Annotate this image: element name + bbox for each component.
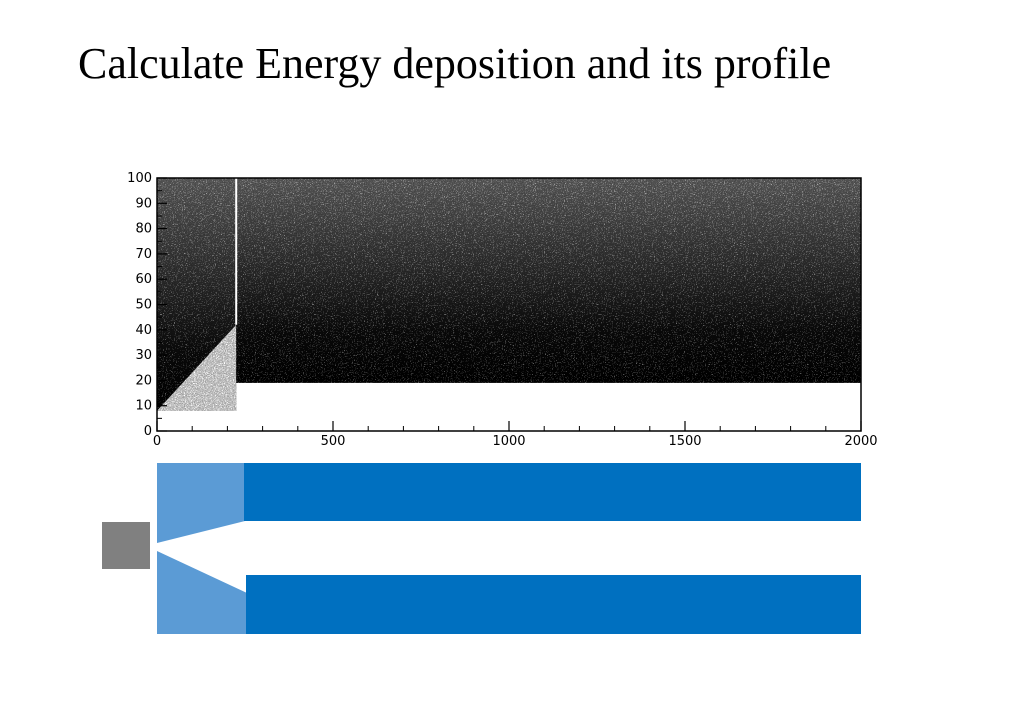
y-tick-label: 80 xyxy=(135,222,152,237)
source-box xyxy=(102,522,150,569)
y-tick-label: 50 xyxy=(135,298,152,313)
x-tick-label: 0 xyxy=(153,434,161,449)
x-tick-label: 1000 xyxy=(492,434,525,449)
y-tick-label: 30 xyxy=(135,348,152,363)
slide-title: Calculate Energy deposition and its prof… xyxy=(78,39,832,88)
channel-lower-wall xyxy=(246,575,861,634)
y-tick-label: 10 xyxy=(135,399,152,414)
y-tick-label: 0 xyxy=(144,424,152,439)
y-tick-label: 100 xyxy=(127,171,152,186)
x-tick-label: 1500 xyxy=(668,434,701,449)
cone-upper xyxy=(157,463,245,543)
cone-lower xyxy=(157,551,247,634)
x-tick-label: 500 xyxy=(321,434,346,449)
density-grain-channel xyxy=(236,178,861,383)
y-tick-label: 20 xyxy=(135,373,152,388)
y-tick-label: 70 xyxy=(135,247,152,262)
y-tick-label: 60 xyxy=(135,272,152,287)
y-tick-label: 40 xyxy=(135,323,152,338)
density-grain-cone xyxy=(157,178,237,411)
x-tick-label: 2000 xyxy=(844,434,877,449)
plot-area xyxy=(157,178,861,411)
y-tick-label: 90 xyxy=(135,196,152,211)
channel-upper-wall xyxy=(244,463,861,521)
